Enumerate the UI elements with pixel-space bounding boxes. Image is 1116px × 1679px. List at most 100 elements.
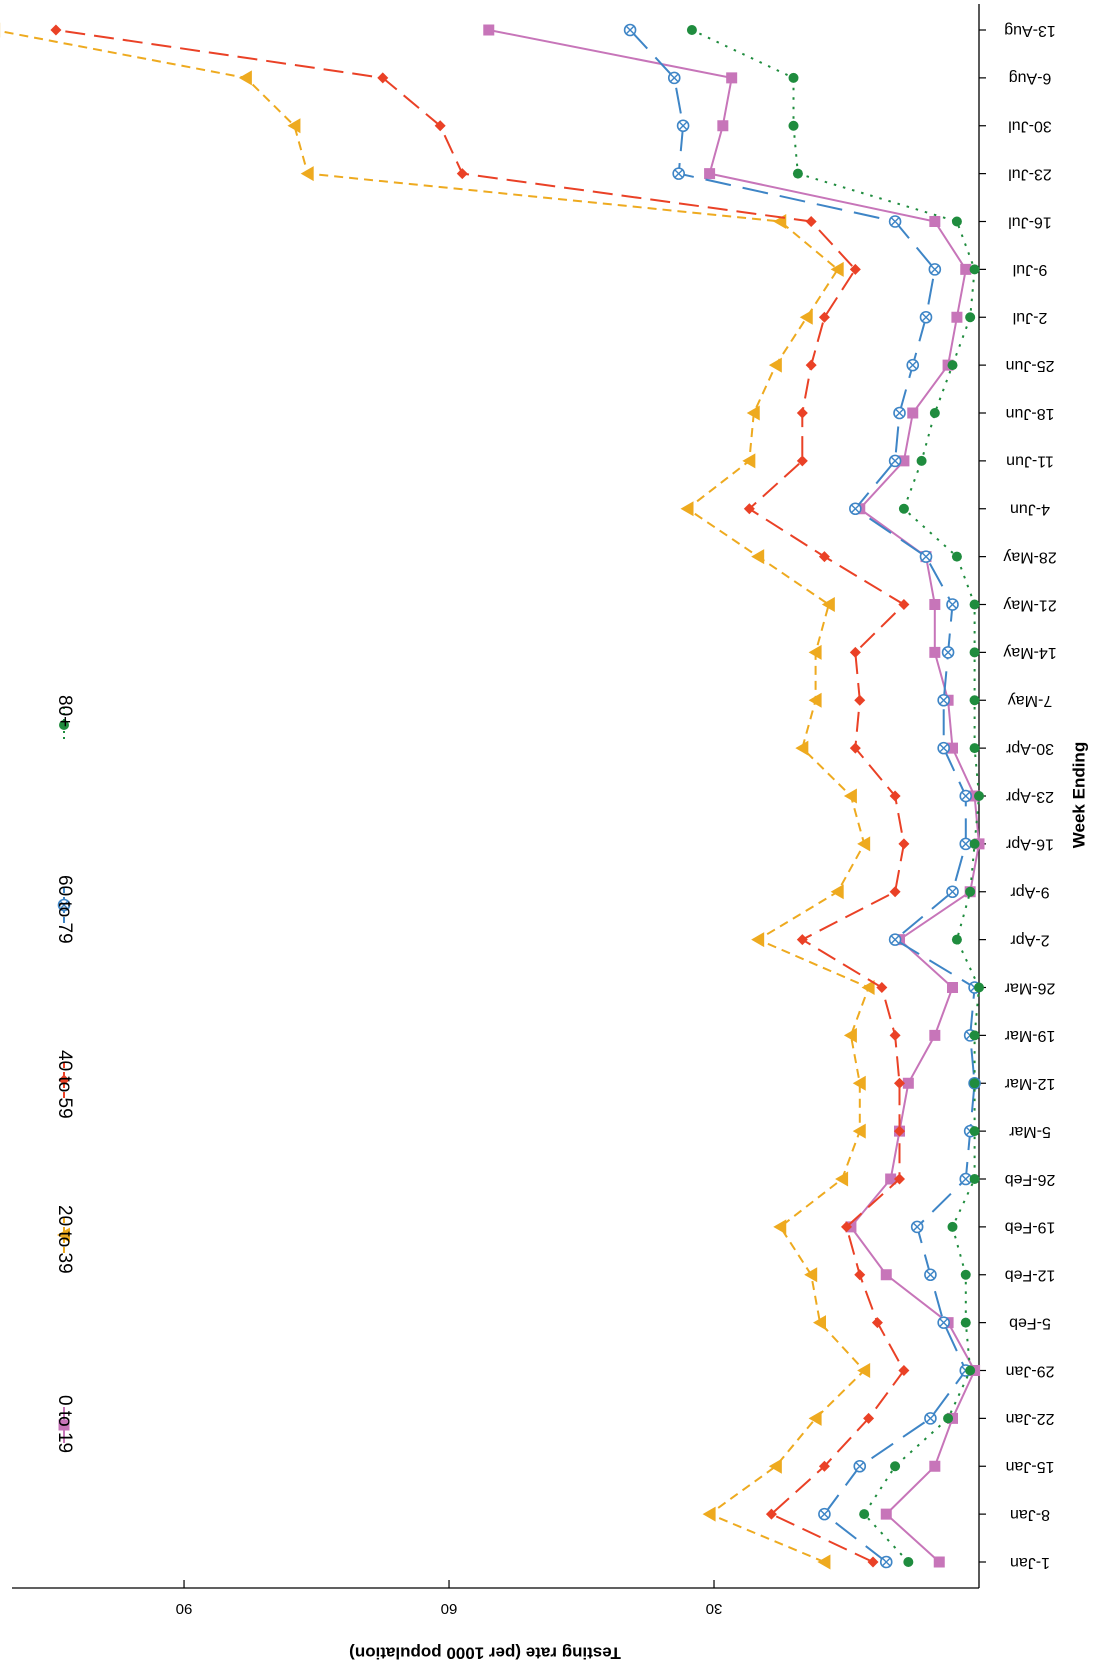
legend-label-20-to-39: 20 to 39 bbox=[54, 1205, 75, 1274]
data-point-40-to-59 bbox=[868, 1557, 879, 1568]
category-tick-label: 18-Jun bbox=[1006, 405, 1055, 422]
data-point-20-to-39 bbox=[301, 166, 314, 181]
data-point-0-to-19 bbox=[929, 647, 940, 658]
data-point-60-to-79 bbox=[890, 455, 901, 466]
data-point-60-to-79 bbox=[625, 25, 636, 36]
category-tick-label: 16-Jul bbox=[1008, 213, 1052, 230]
data-point-40-to-59 bbox=[854, 1269, 865, 1280]
category-tick-label: 9-Jul bbox=[1013, 261, 1048, 278]
category-tick-label: 26-Feb bbox=[1005, 1171, 1056, 1188]
data-point-60-to-79 bbox=[921, 312, 932, 323]
data-point-80 bbox=[930, 408, 940, 418]
data-point-60-to-79 bbox=[669, 72, 680, 83]
data-point-60-to-79 bbox=[894, 408, 905, 419]
category-tick-label: 22-Jan bbox=[1006, 1410, 1055, 1427]
value-tick-label: 60 bbox=[441, 1600, 458, 1617]
data-point-40-to-59 bbox=[806, 216, 817, 227]
data-point-60-to-79 bbox=[673, 168, 684, 179]
category-tick-label: 23-Jul bbox=[1008, 165, 1052, 182]
category-tick-label: 16-Apr bbox=[1005, 836, 1054, 853]
data-point-0-to-19 bbox=[907, 408, 918, 419]
data-point-80 bbox=[899, 504, 909, 514]
data-point-0-to-19 bbox=[929, 599, 940, 610]
category-tick-label: 21-May bbox=[1003, 596, 1056, 613]
legend-item-80: 80+ bbox=[54, 695, 75, 743]
data-point-40-to-59 bbox=[872, 1317, 883, 1328]
category-tick-label: 28-May bbox=[1003, 548, 1056, 565]
series-80 bbox=[687, 25, 984, 1567]
legend-item-60-to-79: 60 to 79 bbox=[54, 875, 75, 944]
data-point-0-to-19 bbox=[881, 1269, 892, 1280]
series-line-60-to-79 bbox=[630, 30, 975, 1562]
data-point-60-to-79 bbox=[960, 791, 971, 802]
data-point-40-to-59 bbox=[50, 25, 61, 36]
data-point-80 bbox=[974, 791, 984, 801]
category-tick-label: 7-May bbox=[1008, 692, 1052, 709]
data-point-40-to-59 bbox=[797, 408, 808, 419]
data-point-80 bbox=[961, 1318, 971, 1328]
data-point-20-to-39 bbox=[857, 1363, 870, 1378]
x-axis-title: Week Ending bbox=[1069, 742, 1088, 848]
data-point-80 bbox=[965, 312, 975, 322]
data-point-20-to-39 bbox=[817, 1555, 830, 1570]
data-point-60-to-79 bbox=[938, 743, 949, 754]
data-point-0-to-19 bbox=[934, 1557, 945, 1568]
data-point-80 bbox=[970, 1078, 980, 1088]
data-point-80 bbox=[970, 695, 980, 705]
data-point-40-to-59 bbox=[890, 1030, 901, 1041]
data-point-60-to-79 bbox=[912, 1221, 923, 1232]
legend-label-60-to-79: 60 to 79 bbox=[54, 875, 75, 944]
data-point-20-to-39 bbox=[853, 1124, 866, 1139]
category-tick-label: 4-Jun bbox=[1010, 501, 1050, 518]
data-point-20-to-39 bbox=[800, 310, 813, 325]
data-point-40-to-59 bbox=[876, 982, 887, 993]
data-point-80 bbox=[970, 1126, 980, 1136]
data-point-0-to-19 bbox=[929, 1461, 940, 1472]
series-line-0-to-19 bbox=[489, 30, 979, 1562]
series-40-to-59 bbox=[50, 25, 909, 1568]
legend-label-80: 80+ bbox=[54, 695, 75, 727]
data-point-80 bbox=[789, 73, 799, 83]
data-point-60-to-79 bbox=[929, 264, 940, 275]
category-tick-label: 30-Apr bbox=[1005, 740, 1054, 757]
data-point-80 bbox=[952, 552, 962, 562]
data-point-40-to-59 bbox=[457, 168, 468, 179]
series-60-to-79 bbox=[625, 25, 980, 1568]
data-point-60-to-79 bbox=[938, 1317, 949, 1328]
data-point-60-to-79 bbox=[678, 120, 689, 131]
data-point-0-to-19 bbox=[929, 1030, 940, 1041]
category-tick-label: 29-Jan bbox=[1006, 1362, 1055, 1379]
data-point-20-to-39 bbox=[769, 1459, 782, 1474]
legend-item-40-to-59: 40 to 59 bbox=[54, 1050, 75, 1119]
series-20-to-39 bbox=[0, 23, 875, 1570]
series-line-80 bbox=[692, 30, 979, 1562]
data-point-40-to-59 bbox=[898, 599, 909, 610]
data-point-20-to-39 bbox=[844, 789, 857, 804]
data-point-60-to-79 bbox=[947, 886, 958, 897]
data-point-60-to-79 bbox=[947, 599, 958, 610]
data-point-60-to-79 bbox=[938, 695, 949, 706]
y-axis-title: Testing rate (per 1000 population) bbox=[349, 1644, 621, 1663]
data-point-40-to-59 bbox=[806, 360, 817, 371]
category-tick-label: 6-Aug bbox=[1009, 70, 1052, 87]
data-point-20-to-39 bbox=[703, 1507, 716, 1522]
data-point-0-to-19 bbox=[483, 25, 494, 36]
data-point-80 bbox=[970, 743, 980, 753]
data-point-80 bbox=[970, 1174, 980, 1184]
data-point-80 bbox=[952, 217, 962, 227]
series-layer bbox=[0, 23, 985, 1570]
data-point-80 bbox=[970, 647, 980, 657]
data-point-60-to-79 bbox=[925, 1413, 936, 1424]
data-point-0-to-19 bbox=[881, 1509, 892, 1520]
data-point-20-to-39 bbox=[773, 1219, 786, 1234]
data-point-20-to-39 bbox=[844, 1028, 857, 1043]
data-point-80 bbox=[859, 1509, 869, 1519]
legend-item-20-to-39: 20 to 39 bbox=[54, 1205, 75, 1274]
data-point-80 bbox=[965, 1366, 975, 1376]
legend-label-40-to-59: 40 to 59 bbox=[54, 1050, 75, 1119]
data-point-60-to-79 bbox=[854, 1461, 865, 1472]
data-point-80 bbox=[943, 1413, 953, 1423]
